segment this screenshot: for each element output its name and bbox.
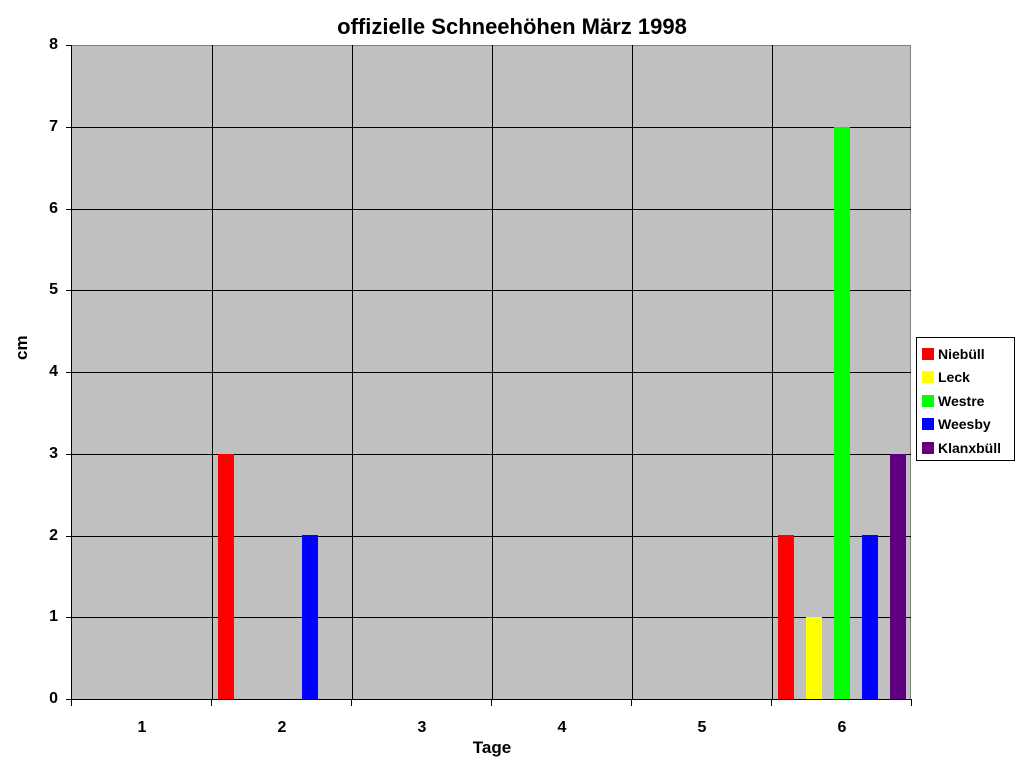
- chart-title: offizielle Schneehöhen März 1998: [337, 14, 687, 39]
- y-tick-label: 8: [49, 36, 58, 53]
- horizontal-gridline: [72, 209, 911, 210]
- x-tick-mark: [631, 699, 632, 706]
- legend-item: Leck: [917, 366, 1014, 390]
- y-tick-mark: [66, 699, 72, 700]
- y-tick-mark: [66, 209, 72, 210]
- vertical-gridline: [772, 45, 773, 699]
- legend-swatch-icon: [922, 347, 934, 360]
- bar-leck-day-6: [806, 617, 822, 699]
- x-tick-label: 3: [417, 719, 427, 736]
- x-tick-mark: [211, 699, 212, 706]
- legend-item: Weesby: [917, 413, 1014, 437]
- legend-swatch-icon: [922, 418, 934, 431]
- x-tick-label: 4: [557, 719, 567, 736]
- horizontal-gridline: [72, 536, 911, 537]
- x-tick-mark: [771, 699, 772, 706]
- horizontal-gridline: [72, 372, 911, 373]
- vertical-gridline: [632, 45, 633, 699]
- y-tick-mark: [66, 127, 72, 128]
- bar-niebüll-day-6: [778, 535, 794, 699]
- legend-swatch-icon: [922, 441, 934, 454]
- legend-label: Niebüll: [938, 345, 985, 362]
- x-tick-mark: [351, 699, 352, 706]
- vertical-gridline: [492, 45, 493, 699]
- legend-item: Klanxbüll: [917, 436, 1014, 460]
- bar-weesby-day-6: [862, 535, 878, 699]
- y-tick-mark: [66, 45, 72, 46]
- horizontal-gridline: [72, 454, 911, 455]
- legend-swatch-icon: [922, 371, 934, 384]
- x-tick-label: 5: [697, 719, 707, 736]
- y-tick-label: 3: [49, 445, 58, 462]
- vertical-gridline: [352, 45, 353, 699]
- legend-label: Klanxbüll: [938, 439, 1002, 456]
- bar-weesby-day-2: [302, 535, 318, 699]
- y-tick-label: 1: [49, 608, 58, 625]
- legend: Niebüll Leck Westre Weesby Klanxbüll: [916, 337, 1015, 461]
- y-tick-mark: [66, 617, 72, 618]
- x-tick-label: 6: [837, 719, 847, 736]
- horizontal-gridline: [72, 617, 911, 618]
- legend-label: Westre: [938, 392, 985, 409]
- y-tick-label: 6: [49, 200, 58, 217]
- bar-westre-day-6: [834, 127, 850, 699]
- x-tick-label: 1: [137, 719, 147, 736]
- legend-item: Niebüll: [917, 342, 1014, 366]
- y-tick-mark: [66, 372, 72, 373]
- x-tick-mark: [491, 699, 492, 706]
- x-tick-label: 2: [277, 719, 287, 736]
- bar-klanxbüll-day-6: [890, 454, 906, 699]
- x-axis-title: Tage: [472, 738, 512, 757]
- y-tick-label: 5: [49, 281, 58, 298]
- bar-niebüll-day-2: [218, 454, 234, 699]
- legend-item: Westre: [917, 389, 1014, 413]
- y-tick-mark: [66, 454, 72, 455]
- x-tick-mark: [71, 699, 72, 706]
- horizontal-gridline: [72, 290, 911, 291]
- legend-label: Weesby: [938, 416, 991, 433]
- y-tick-label: 2: [49, 527, 58, 544]
- horizontal-gridline: [72, 127, 911, 128]
- legend-label: Leck: [938, 369, 970, 386]
- y-tick-label: 0: [49, 690, 58, 707]
- y-tick-mark: [66, 536, 72, 537]
- y-tick-mark: [66, 290, 72, 291]
- x-tick-mark: [911, 699, 912, 706]
- legend-swatch-icon: [922, 394, 934, 407]
- y-tick-label: 4: [49, 363, 58, 380]
- vertical-gridline: [212, 45, 213, 699]
- y-axis-title: cm: [12, 335, 31, 360]
- y-tick-label: 7: [49, 118, 58, 135]
